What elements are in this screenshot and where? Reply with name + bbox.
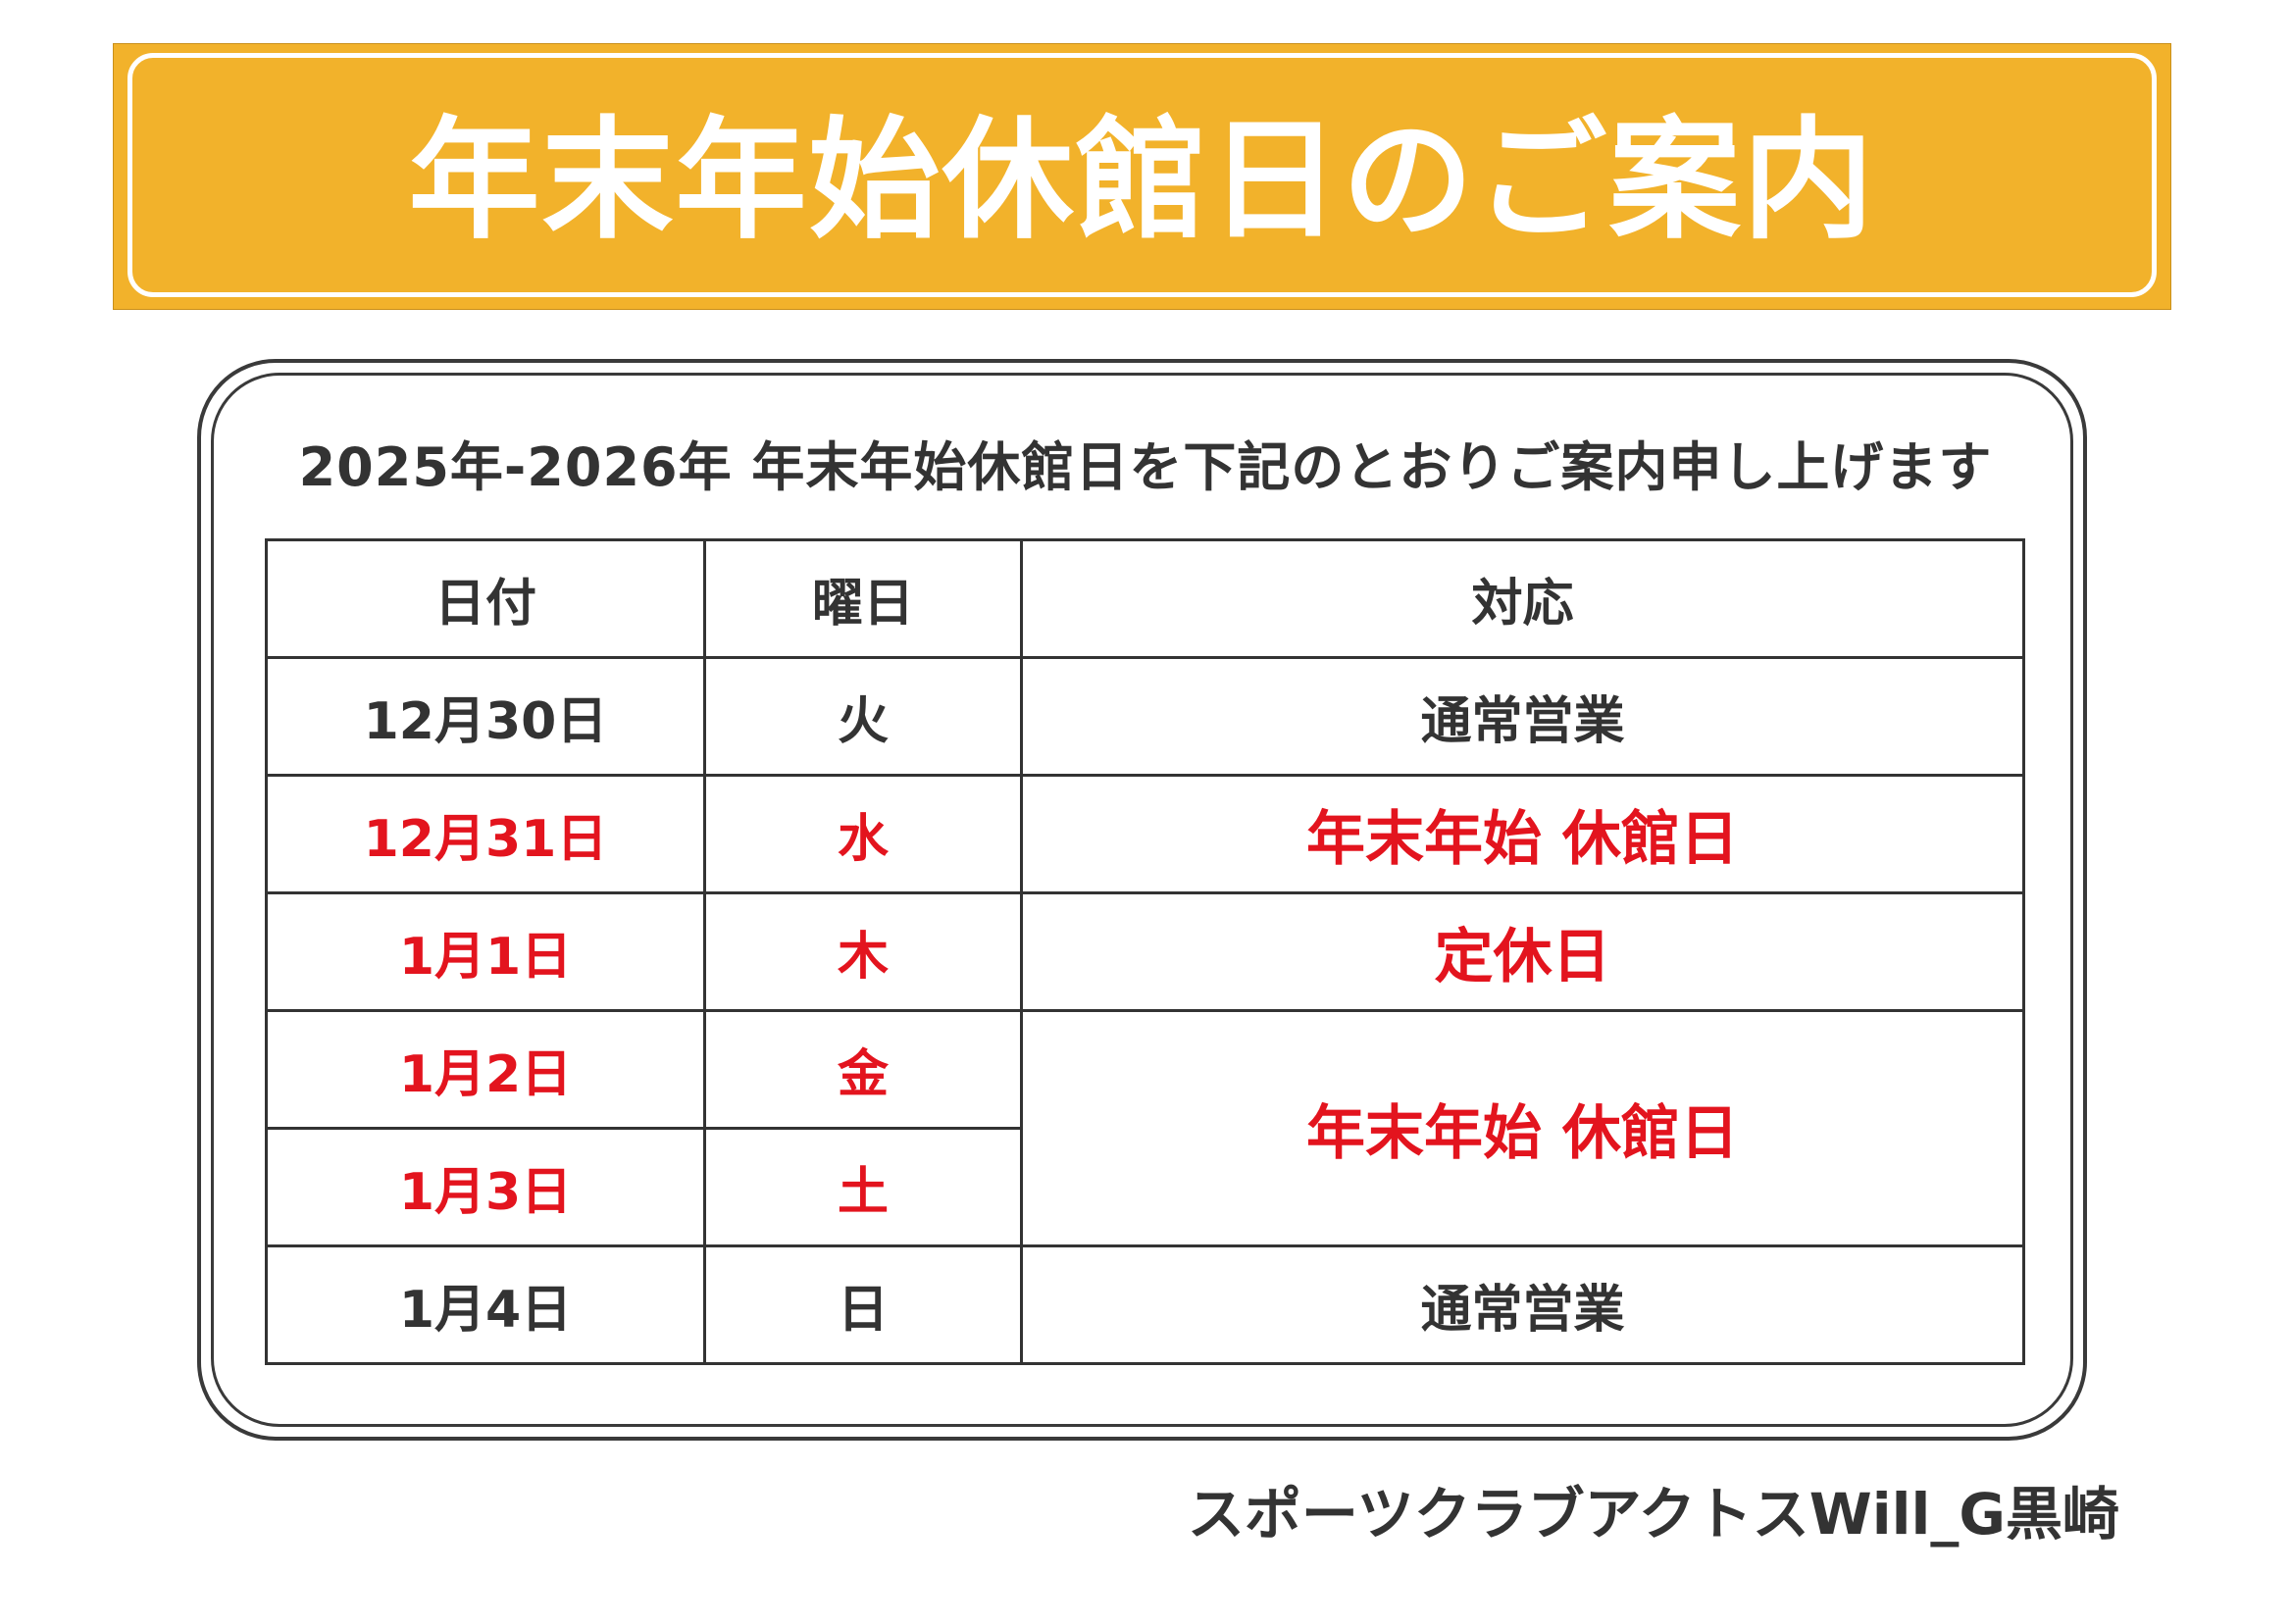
cell-weekday: 金 xyxy=(703,1009,1023,1130)
cell-status: 定休日 xyxy=(1020,891,2025,1012)
cell-weekday: 日 xyxy=(703,1244,1023,1365)
cell-status: 通常営業 xyxy=(1020,1244,2025,1365)
cell-date: 1月2日 xyxy=(265,1009,706,1130)
page-title: 年末年始休館日のご案内 xyxy=(408,104,1876,257)
cell-weekday: 土 xyxy=(703,1127,1023,1247)
cell-weekday: 木 xyxy=(703,891,1023,1012)
notice-panel xyxy=(197,359,2087,1441)
table-row: 1月3日 土 xyxy=(265,1127,2024,1247)
cell-date: 1月4日 xyxy=(265,1244,706,1365)
title-banner: 年末年始休館日のご案内 xyxy=(113,43,2171,310)
cell-date: 12月30日 xyxy=(265,656,706,777)
cell-status-merged: 年末年始 休館日 xyxy=(1020,1009,2025,1247)
notice-panel-inner-frame xyxy=(211,373,2073,1427)
cell-status: 通常営業 xyxy=(1020,656,2025,777)
cell-weekday: 水 xyxy=(703,774,1023,894)
header-status: 対応 xyxy=(1020,538,2025,659)
notice-subtitle: 2025年-2026年 年末年始休館日を下記のとおりご案内申し上げます xyxy=(298,436,1993,498)
cell-status: 年末年始 休館日 xyxy=(1020,774,2025,894)
cell-date: 1月3日 xyxy=(265,1127,706,1247)
holiday-schedule-table: 日付 曜日 対応 12月30日 火 通常営業 12月31日 水 年末年始 休館日… xyxy=(265,538,2025,1365)
table-row: 12月31日 水 年末年始 休館日 xyxy=(265,774,2025,894)
cell-weekday: 火 xyxy=(703,656,1023,777)
cell-date: 1月1日 xyxy=(265,891,706,1012)
table-row: 1月1日 木 定休日 xyxy=(265,891,2025,1012)
table-row: 1月4日 日 通常営業 xyxy=(265,1244,2025,1365)
banner-inner-frame xyxy=(127,53,2157,297)
cell-date: 12月31日 xyxy=(265,774,706,894)
header-date: 日付 xyxy=(265,538,706,659)
table-header-row: 日付 曜日 対応 xyxy=(265,538,2025,659)
table-row: 12月30日 火 通常営業 xyxy=(265,656,2025,777)
header-weekday: 曜日 xyxy=(703,538,1023,659)
club-name: スポーツクラブアクトスWill_G黒崎 xyxy=(1187,1481,2119,1548)
table-row: 1月2日 金 年末年始 休館日 xyxy=(265,1009,2025,1247)
